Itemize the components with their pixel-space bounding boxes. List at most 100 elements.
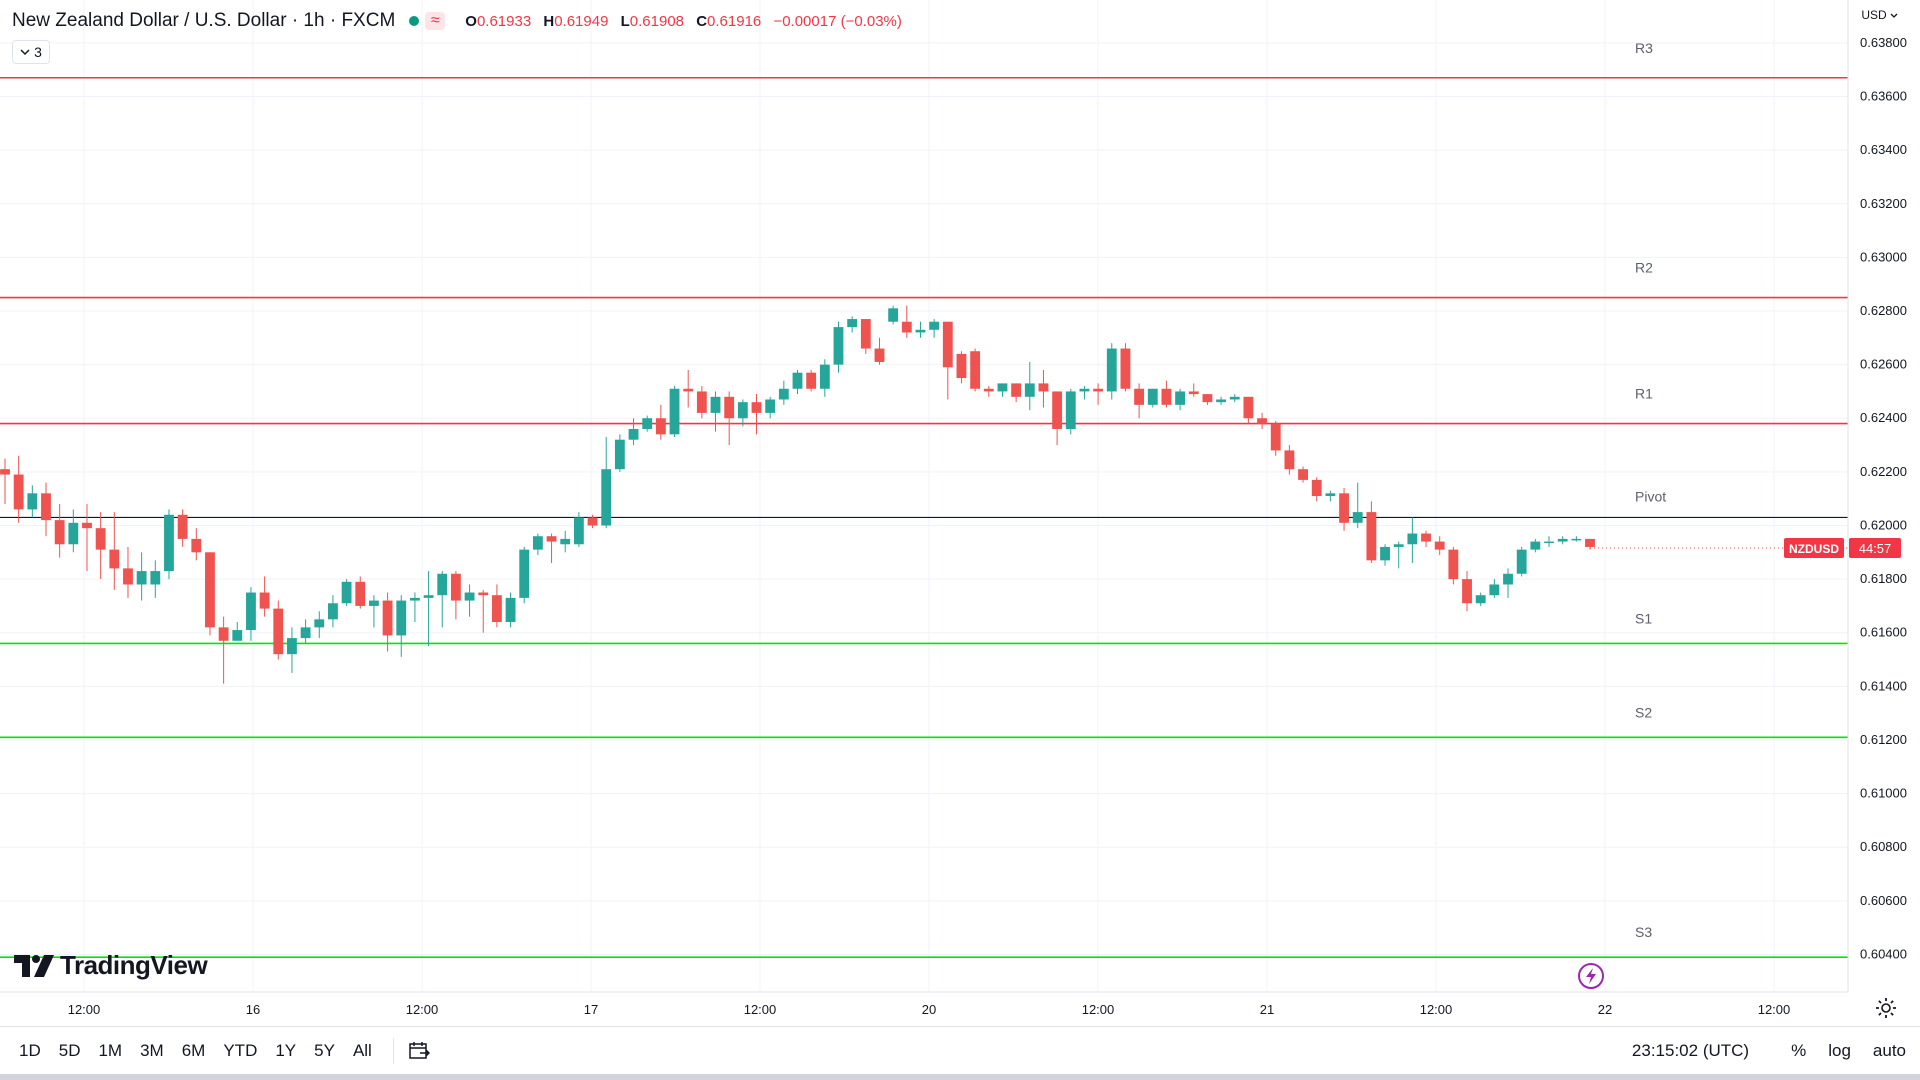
candle-body — [1257, 418, 1267, 424]
candle-body — [82, 522, 92, 529]
candle-body — [1243, 396, 1254, 419]
y-tick-label: 0.62800 — [1860, 303, 1907, 318]
y-tick-label: 0.63200 — [1860, 196, 1907, 211]
candle-body — [1079, 388, 1090, 392]
candle-body — [1229, 396, 1240, 400]
tradingview-logo[interactable]: TradingView — [14, 950, 208, 981]
market-open-dot-icon — [409, 16, 420, 26]
currency-select[interactable]: USD — [1861, 8, 1898, 22]
indicators-toggle-button[interactable]: 3 — [12, 40, 50, 64]
close-value: 0.61916 — [707, 12, 762, 30]
candle-body — [860, 319, 871, 349]
candle-body — [341, 581, 352, 604]
candle-body — [614, 439, 625, 470]
pivot-label-s1: S1 — [1635, 610, 1652, 626]
candle-body — [54, 520, 65, 545]
candle-body — [792, 372, 803, 389]
candle-body — [314, 619, 325, 628]
candle-body — [1393, 544, 1404, 547]
period-button-3m[interactable]: 3M — [140, 1041, 164, 1060]
auto-scale-toggle[interactable]: auto — [1872, 1041, 1906, 1060]
candle-body — [942, 321, 953, 368]
y-tick-label: 0.63000 — [1860, 249, 1907, 264]
chart-area[interactable]: 12:00 16 12:00 17 12:00 20 12:00 21 12:00 22 12:00… — [0, 0, 1907, 1017]
candle-body — [724, 396, 735, 419]
countdown-label: 44:57 — [1859, 541, 1892, 556]
period-button-6m[interactable]: 6M — [181, 1041, 206, 1060]
candle-body — [1380, 546, 1390, 561]
gear-icon[interactable] — [1874, 996, 1898, 1020]
x-tick-label: 12:00 — [1082, 1002, 1115, 1017]
change-value: −0.00017 (−0.03%) — [773, 12, 902, 30]
pivot-label-r3: R3 — [1635, 40, 1653, 56]
candle-body — [751, 402, 762, 413]
candle-body — [970, 351, 981, 389]
window-bottom-strip — [0, 1074, 1920, 1080]
y-tick-label: 0.61600 — [1860, 625, 1907, 640]
currency-label: USD — [1861, 8, 1887, 22]
period-button-5d[interactable]: 5D — [58, 1041, 81, 1060]
candle-body — [1530, 541, 1541, 550]
symbol-title[interactable]: New Zealand Dollar / U.S. Dollar · 1h · … — [12, 10, 396, 31]
period-button-ytd[interactable]: YTD — [223, 1041, 258, 1060]
candle-body — [109, 549, 120, 569]
period-button-1m[interactable]: 1M — [98, 1041, 123, 1060]
price-chart[interactable]: 12:00 16 12:00 17 12:00 20 12:00 21 12:00 22 12:00… — [0, 0, 1920, 1026]
candle-body — [164, 514, 174, 572]
candle-body — [1489, 584, 1500, 596]
candle-body — [13, 474, 24, 510]
candle-body — [1434, 541, 1445, 550]
candle-body — [874, 348, 885, 362]
candle-body — [409, 597, 420, 601]
candle-body — [1311, 479, 1322, 496]
calendar-range-icon[interactable] — [408, 1041, 430, 1061]
period-button-all[interactable]: All — [352, 1041, 372, 1060]
countdown-tag — [1849, 538, 1901, 559]
pivot-label-pivot: Pivot — [1635, 488, 1666, 504]
candle-body — [1188, 391, 1199, 395]
utc-clock[interactable]: 23:15:02 (UTC) — [1631, 1041, 1750, 1060]
indicators-count: 3 — [34, 44, 42, 60]
y-tick-label: 0.62600 — [1860, 357, 1907, 372]
high-value: 0.61949 — [554, 12, 609, 30]
candle-body — [519, 549, 530, 598]
candle-body — [601, 469, 612, 526]
y-tick-label: 0.62200 — [1860, 464, 1907, 479]
period-button-1d[interactable]: 1D — [19, 1041, 41, 1060]
candle-body — [1052, 391, 1063, 429]
candle-body — [1134, 388, 1145, 405]
x-tick-label: 17 — [584, 1002, 598, 1017]
y-tick-label: 0.63400 — [1860, 142, 1907, 157]
candle-body — [382, 600, 393, 636]
candle-body — [1216, 399, 1226, 403]
high-key: H — [543, 12, 555, 30]
lightning-icon[interactable] — [1577, 962, 1605, 990]
candle-body — [68, 522, 79, 545]
candle-body — [205, 552, 215, 628]
approx-data-icon[interactable]: ≈ — [425, 12, 446, 30]
candle-body — [1284, 450, 1295, 470]
period-button-5y[interactable]: 5Y — [314, 1041, 335, 1060]
percent-scale-toggle[interactable]: % — [1791, 1041, 1807, 1060]
period-button-1y[interactable]: 1Y — [275, 1041, 297, 1060]
candle-body — [1120, 348, 1131, 389]
candle-body — [287, 638, 297, 655]
candle-body — [683, 388, 694, 392]
candle-body — [642, 418, 653, 429]
x-tick-label: 16 — [246, 1002, 260, 1017]
y-tick-label: 0.61400 — [1860, 678, 1907, 693]
candle-body — [423, 595, 434, 598]
candle-body — [1339, 493, 1349, 523]
symbol-legend: New Zealand Dollar / U.S. Dollar · 1h · … — [12, 10, 910, 32]
candle-body — [929, 321, 940, 330]
y-tick-label: 0.62400 — [1860, 410, 1907, 425]
candle-body — [1175, 391, 1186, 405]
candle-body — [628, 428, 639, 440]
candle-body — [41, 493, 51, 521]
candle-body — [1202, 394, 1213, 403]
candle-body — [847, 319, 858, 328]
candle-body — [806, 372, 817, 389]
candle-body — [478, 592, 489, 596]
log-scale-toggle[interactable]: log — [1828, 1041, 1851, 1060]
candle-body — [369, 600, 379, 606]
